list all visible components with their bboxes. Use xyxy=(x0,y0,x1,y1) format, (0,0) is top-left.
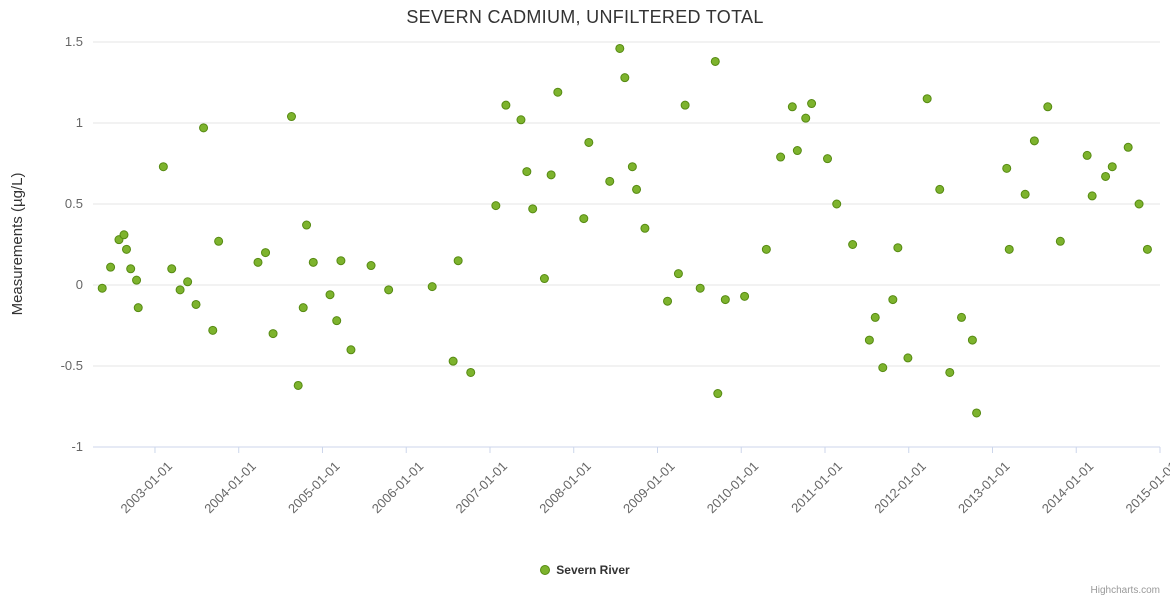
highcharts-credit[interactable]: Highcharts.com xyxy=(1090,585,1160,596)
svg-text:2012-01-01: 2012-01-01 xyxy=(871,459,929,517)
svg-text:2008-01-01: 2008-01-01 xyxy=(536,459,594,517)
svg-text:0.5: 0.5 xyxy=(65,196,83,211)
svg-text:-0.5: -0.5 xyxy=(61,358,83,373)
legend-marker-icon xyxy=(540,565,551,575)
svg-text:2014-01-01: 2014-01-01 xyxy=(1039,459,1097,517)
chart-title: SEVERN CADMIUM, UNFILTERED TOTAL xyxy=(406,7,764,27)
svg-text:2003-01-01: 2003-01-01 xyxy=(117,459,175,517)
svg-text:0: 0 xyxy=(76,277,83,292)
svg-text:1: 1 xyxy=(76,115,83,130)
svg-text:2006-01-01: 2006-01-01 xyxy=(369,459,427,517)
svg-text:2007-01-01: 2007-01-01 xyxy=(452,459,510,517)
y-axis-title: Measurements (µg/L) xyxy=(9,173,26,316)
svg-text:2004-01-01: 2004-01-01 xyxy=(201,459,259,517)
svg-text:-1: -1 xyxy=(71,439,83,454)
legend-series-label: Severn River xyxy=(556,563,630,577)
svg-text:2015-01-01: 2015-01-01 xyxy=(1122,459,1170,517)
svg-text:2013-01-01: 2013-01-01 xyxy=(955,459,1013,517)
svg-text:2005-01-01: 2005-01-01 xyxy=(285,459,343,517)
svg-text:2010-01-01: 2010-01-01 xyxy=(704,459,762,517)
legend[interactable]: Severn River xyxy=(0,563,1170,577)
svg-text:1.5: 1.5 xyxy=(65,34,83,49)
svg-text:2011-01-01: 2011-01-01 xyxy=(788,459,845,516)
svg-text:2009-01-01: 2009-01-01 xyxy=(620,459,678,517)
